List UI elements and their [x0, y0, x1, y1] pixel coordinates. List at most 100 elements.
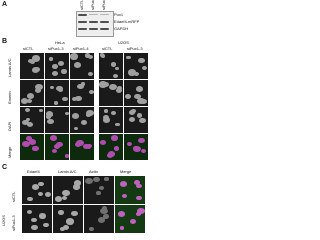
nucleus [60, 69, 67, 74]
nucleus [72, 96, 78, 102]
row-label: Lamin A/C [7, 58, 12, 77]
nucleus [86, 113, 91, 117]
lane-label: siPux1-4 [101, 0, 106, 10]
nucleus [55, 85, 63, 92]
nucleus [124, 93, 132, 99]
cell-line: U2OS [1, 215, 6, 226]
nucleus [110, 62, 117, 67]
nucleus [70, 53, 79, 60]
nucleus [64, 111, 69, 116]
cell-line: HeLa [55, 40, 65, 45]
column-label: siPux1-3 [127, 46, 143, 51]
nucleus [126, 55, 131, 59]
micrograph [124, 53, 148, 79]
nucleus [31, 224, 38, 230]
nucleus [72, 112, 80, 119]
nucleus [96, 191, 101, 195]
band [78, 21, 87, 23]
micrograph [70, 53, 94, 79]
nucleus [48, 57, 54, 62]
micrograph [84, 176, 114, 204]
column-label: siCTL [23, 46, 34, 51]
micrograph [45, 53, 69, 79]
micrograph [115, 205, 145, 233]
band [100, 14, 109, 15]
nucleus [129, 117, 136, 123]
micrograph [115, 176, 145, 204]
nucleus [72, 184, 80, 190]
lane-label: siPux1-3 [90, 0, 95, 10]
nucleus [58, 210, 65, 215]
micrograph [53, 176, 83, 204]
nucleus [26, 92, 35, 99]
nucleus [136, 113, 143, 118]
nucleus [25, 135, 33, 141]
nucleus [85, 177, 94, 185]
nucleus [135, 86, 144, 92]
nucleus [22, 119, 29, 125]
nucleus [53, 143, 61, 149]
nucleus [75, 95, 83, 102]
nucleus [31, 183, 40, 190]
nucleus [133, 71, 139, 76]
band [89, 21, 98, 23]
nucleus [32, 55, 41, 62]
nucleus [39, 213, 46, 219]
lane-label: siCTL [79, 0, 84, 10]
nucleus [64, 154, 69, 158]
nucleus [25, 117, 31, 122]
nucleus [66, 218, 74, 225]
nucleus [128, 69, 137, 76]
nucleus [76, 83, 84, 90]
micrograph [45, 80, 69, 106]
nucleus [89, 227, 94, 232]
nucleus [84, 53, 90, 58]
nucleus [137, 208, 145, 215]
nucleus [93, 177, 100, 183]
column-label: siCTL [102, 46, 113, 51]
micrograph [22, 205, 52, 233]
nucleus [131, 108, 137, 113]
micrograph [70, 80, 94, 106]
micrograph [53, 205, 83, 233]
nucleus [141, 65, 148, 71]
nucleus [80, 120, 88, 125]
nucleus [29, 139, 37, 146]
nucleus [138, 57, 146, 64]
micrograph [22, 176, 52, 204]
nucleus [50, 85, 55, 89]
nucleus [32, 145, 40, 151]
micrograph [45, 134, 69, 160]
nucleus [34, 66, 41, 72]
panel-label: B [2, 38, 8, 45]
nucleus [115, 87, 123, 93]
micrograph [20, 107, 44, 133]
nucleus [73, 180, 82, 187]
band [100, 21, 109, 23]
nucleus [99, 139, 107, 145]
nucleus [60, 227, 66, 232]
nucleus [27, 59, 33, 64]
nucleus [34, 87, 42, 94]
nucleus [113, 146, 120, 152]
nucleus [138, 137, 145, 143]
column-label: Lamin A/C [58, 169, 77, 174]
micrograph [124, 80, 148, 106]
nucleus [31, 217, 38, 223]
nucleus [62, 224, 69, 230]
band-label: GAPDH [114, 26, 129, 31]
nucleus [49, 134, 58, 141]
nucleus [37, 191, 43, 197]
micrograph [99, 53, 123, 79]
micrograph [124, 134, 148, 160]
nucleus [136, 183, 143, 189]
row-label: siCTL [11, 191, 16, 202]
micrograph [20, 80, 44, 106]
nucleus [54, 195, 62, 202]
nucleus [38, 108, 44, 113]
nucleus [38, 181, 44, 187]
micrograph [70, 134, 94, 160]
nucleus [99, 53, 105, 57]
nucleus [87, 143, 93, 149]
nucleus [71, 210, 79, 217]
